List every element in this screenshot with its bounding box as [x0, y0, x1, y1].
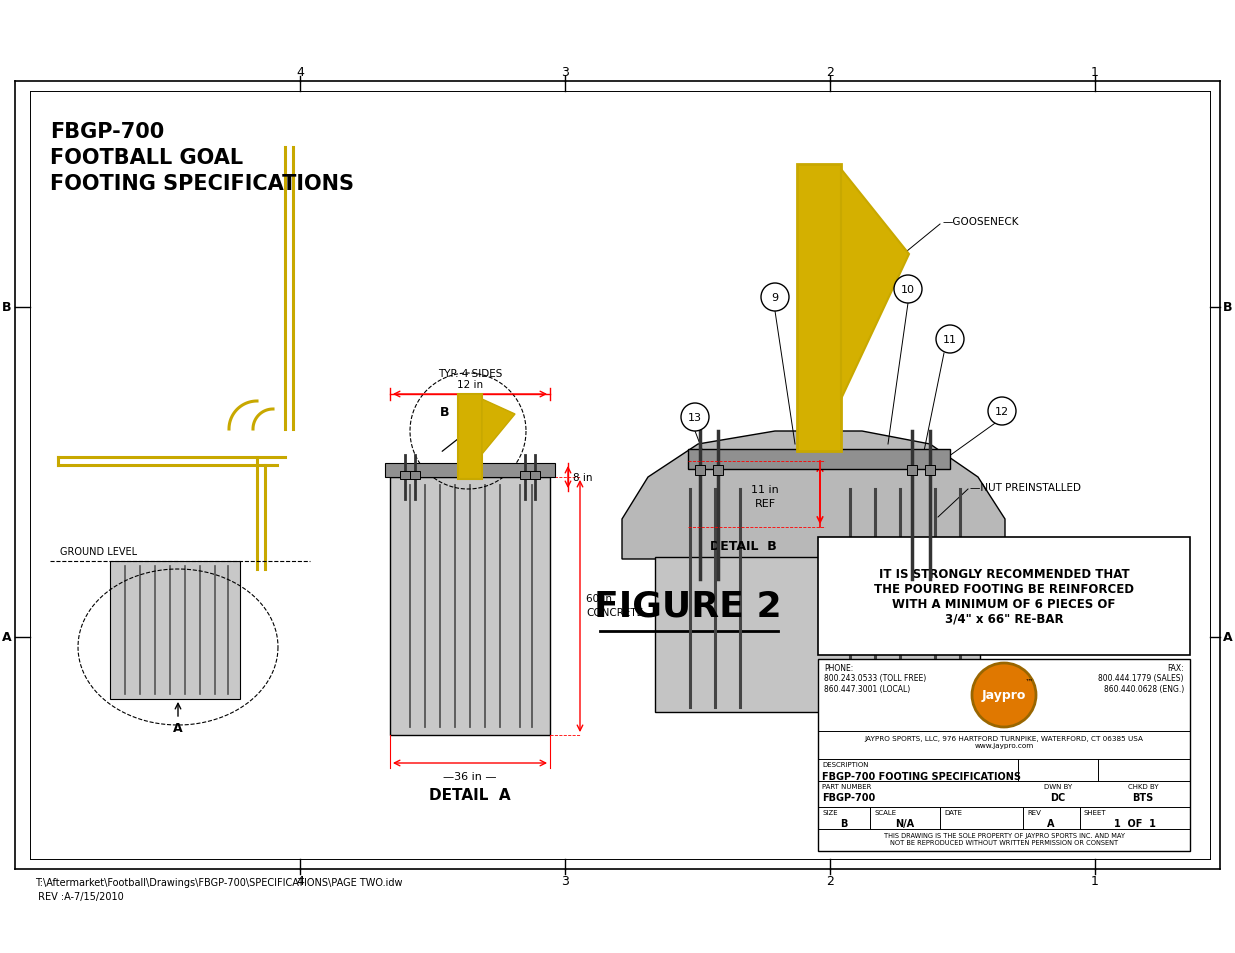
Text: DC: DC — [1051, 792, 1066, 802]
Text: —GOOSENECK: —GOOSENECK — [942, 216, 1019, 227]
Text: 1: 1 — [1091, 875, 1099, 887]
Polygon shape — [841, 170, 909, 399]
Text: 10: 10 — [902, 285, 915, 294]
Bar — [390, 477, 550, 735]
Text: DETAIL  B: DETAIL B — [710, 539, 777, 553]
Text: —36 in —: —36 in — — [443, 771, 496, 781]
Text: FIGURE 2: FIGURE 2 — [594, 589, 782, 623]
Text: 60 in: 60 in — [585, 594, 613, 603]
Text: FBGP-700: FBGP-700 — [49, 122, 164, 142]
Text: SIZE: SIZE — [823, 809, 837, 815]
Bar — [688, 450, 950, 470]
Bar — [655, 558, 981, 712]
Text: —NUT PREINSTALLED: —NUT PREINSTALLED — [969, 482, 1081, 493]
Bar — [385, 463, 555, 477]
Text: REV: REV — [1028, 809, 1041, 815]
Circle shape — [894, 275, 923, 304]
Text: CHKD BY: CHKD BY — [1128, 783, 1158, 789]
Circle shape — [972, 663, 1036, 727]
Text: DATE: DATE — [944, 809, 962, 815]
Text: FOOTBALL GOAL: FOOTBALL GOAL — [49, 148, 243, 168]
Text: JAYPRO SPORTS, LLC, 976 HARTFORD TURNPIKE, WATERFORD, CT 06385 USA
www.jaypro.co: JAYPRO SPORTS, LLC, 976 HARTFORD TURNPIK… — [864, 735, 1144, 748]
Bar — [410, 472, 420, 479]
Text: A: A — [2, 631, 12, 644]
Text: A: A — [1223, 631, 1233, 644]
Text: 11 in: 11 in — [751, 484, 779, 495]
Bar — [925, 465, 935, 476]
Bar — [110, 561, 240, 700]
Text: SCALE: SCALE — [874, 809, 897, 815]
Text: SHEET: SHEET — [1084, 809, 1107, 815]
Text: Jaypro: Jaypro — [982, 689, 1026, 701]
Text: FAX:
800.444.1779 (SALES)
860.440.0628 (ENG.): FAX: 800.444.1779 (SALES) 860.440.0628 (… — [1098, 663, 1184, 693]
Circle shape — [936, 326, 965, 354]
Circle shape — [988, 397, 1016, 426]
Text: T:\Aftermarket\Football\Drawings\FBGP-700\SPECIFICATIONS\PAGE TWO.idw: T:\Aftermarket\Football\Drawings\FBGP-70… — [35, 877, 403, 887]
Bar — [713, 465, 722, 476]
Text: 1  OF  1: 1 OF 1 — [1114, 818, 1156, 828]
Bar — [797, 165, 841, 452]
Text: PART NUMBER: PART NUMBER — [823, 783, 872, 789]
Text: DETAIL  A: DETAIL A — [430, 787, 511, 802]
Text: DESCRIPTION: DESCRIPTION — [823, 761, 868, 767]
Text: 3: 3 — [561, 66, 569, 78]
Text: 9: 9 — [772, 293, 778, 303]
Text: FBGP-700 FOOTING SPECIFICATIONS: FBGP-700 FOOTING SPECIFICATIONS — [823, 771, 1021, 781]
Text: 2: 2 — [826, 875, 834, 887]
Text: REV :A-7/15/2010: REV :A-7/15/2010 — [35, 891, 124, 901]
Text: TYP. 4 SIDES: TYP. 4 SIDES — [438, 369, 503, 378]
Text: FBGP-700: FBGP-700 — [823, 792, 876, 802]
Bar — [458, 395, 482, 479]
Text: 1: 1 — [1091, 66, 1099, 78]
Text: 13: 13 — [688, 413, 701, 422]
Text: B: B — [2, 301, 12, 314]
Circle shape — [680, 403, 709, 432]
Bar — [520, 472, 530, 479]
Text: PHONE:
800.243.0533 (TOLL FREE)
860.447.3001 (LOCAL): PHONE: 800.243.0533 (TOLL FREE) 860.447.… — [824, 663, 926, 693]
Text: 4: 4 — [296, 875, 304, 887]
Text: ™: ™ — [1025, 677, 1034, 686]
Circle shape — [761, 284, 789, 312]
Bar — [818, 659, 1191, 851]
Bar — [906, 465, 918, 476]
Text: 3: 3 — [561, 875, 569, 887]
Polygon shape — [482, 399, 515, 455]
Bar — [818, 537, 1191, 656]
Text: N/A: N/A — [895, 818, 915, 828]
Text: 8 in: 8 in — [573, 473, 593, 482]
Bar — [530, 472, 540, 479]
Text: FOOTING SPECIFICATIONS: FOOTING SPECIFICATIONS — [49, 173, 354, 193]
Text: REF: REF — [755, 498, 776, 509]
Bar — [400, 472, 410, 479]
Text: B: B — [840, 818, 847, 828]
Text: B: B — [440, 406, 450, 418]
Text: BTS: BTS — [1132, 792, 1153, 802]
Text: THIS DRAWING IS THE SOLE PROPERTY OF JAYPRO SPORTS INC. AND MAY
NOT BE REPRODUCE: THIS DRAWING IS THE SOLE PROPERTY OF JAY… — [883, 832, 1125, 845]
Text: CONCRETE: CONCRETE — [585, 607, 643, 618]
Polygon shape — [622, 432, 1005, 559]
Text: IT IS STRONGLY RECOMMENDED THAT
THE POURED FOOTING BE REINFORCED
WITH A MINIMUM : IT IS STRONGLY RECOMMENDED THAT THE POUR… — [874, 567, 1134, 625]
Text: 4: 4 — [296, 66, 304, 78]
Text: 2: 2 — [826, 66, 834, 78]
Text: DWN BY: DWN BY — [1044, 783, 1072, 789]
Text: A: A — [173, 721, 183, 734]
Text: 12: 12 — [995, 407, 1009, 416]
Bar — [695, 465, 705, 476]
Text: 12 in: 12 in — [457, 379, 483, 390]
Text: B: B — [1223, 301, 1233, 314]
Text: A: A — [1047, 818, 1055, 828]
Text: GROUND LEVEL: GROUND LEVEL — [61, 546, 137, 557]
Text: 11: 11 — [944, 335, 957, 345]
